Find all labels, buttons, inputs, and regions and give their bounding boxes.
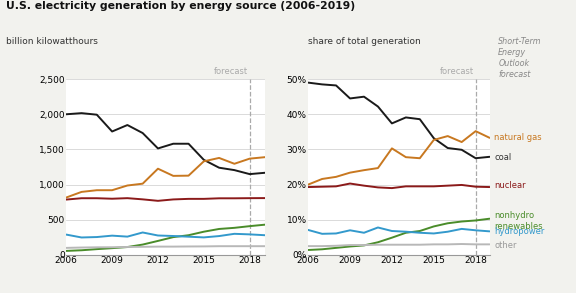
Text: natural gas: natural gas	[494, 133, 542, 142]
Text: billion kilowatthours: billion kilowatthours	[6, 37, 98, 46]
Text: share of total generation: share of total generation	[308, 37, 421, 46]
Text: forecast: forecast	[214, 67, 248, 76]
Text: other: other	[494, 241, 517, 250]
Text: Short-Term
Energy
Outlook
forecast: Short-Term Energy Outlook forecast	[498, 37, 542, 79]
Text: nuclear: nuclear	[494, 181, 526, 190]
Text: forecast: forecast	[439, 67, 474, 76]
Text: coal: coal	[494, 153, 511, 162]
Text: nonhydro
renewables: nonhydro renewables	[494, 212, 543, 231]
Text: U.S. electricity generation by energy source (2006-2019): U.S. electricity generation by energy so…	[6, 1, 355, 11]
Text: hydropower: hydropower	[494, 226, 544, 236]
